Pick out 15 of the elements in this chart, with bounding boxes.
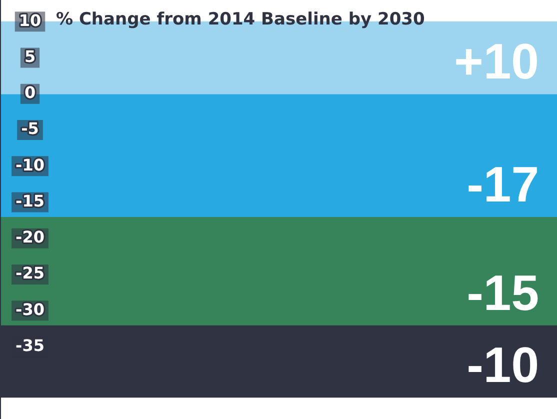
y-tick-label: -10: [16, 155, 44, 174]
y-tick-label: -20: [16, 228, 44, 247]
y-tick-label: 10: [18, 10, 42, 30]
data-label: -10: [466, 337, 539, 394]
y-tick-label: -35: [16, 336, 44, 355]
data-label: -15: [466, 264, 539, 321]
y-tick-label: 0: [24, 83, 36, 102]
y-tick-label: -30: [16, 300, 44, 319]
y-tick-label: -15: [16, 191, 44, 210]
y-tick-label: 5: [24, 46, 36, 66]
data-label: +10: [454, 34, 539, 90]
text: % Change from 2014 Baseline by 2030: [56, 9, 425, 30]
data-label: -17: [466, 156, 539, 213]
y-tick-label: -25: [16, 264, 44, 283]
y-tick-label: -5: [21, 119, 39, 138]
